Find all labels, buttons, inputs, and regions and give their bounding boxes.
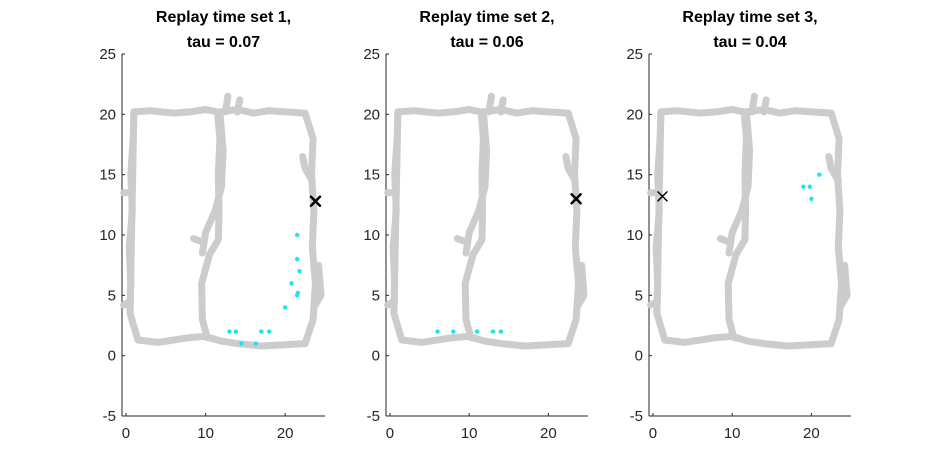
track-path [390, 108, 481, 346]
track-path [473, 106, 582, 350]
track-path [736, 106, 845, 350]
replay-point [435, 329, 440, 334]
track-path [299, 153, 316, 185]
track-path [485, 92, 495, 116]
track-path [198, 108, 227, 257]
chart-panel-2: Replay time set 2, tau = 0.06 -5 0 5 10 15 20 25… [363, 9, 588, 442]
y-tick-label: -5 [103, 408, 116, 425]
chart-title-line1: Replay time set 3, [682, 9, 817, 26]
chart-title-line2: tau = 0.04 [713, 34, 786, 51]
track-path [653, 108, 744, 346]
y-tick-label: 10 [99, 227, 116, 244]
y-tick-label: 0 [108, 348, 116, 365]
track-path [126, 108, 217, 346]
y-tick-label: 5 [108, 287, 116, 304]
replay-point [295, 290, 301, 296]
replay-point [227, 329, 232, 334]
track-path [497, 96, 507, 116]
chart-panel-3: Replay time set 3, tau = 0.04 -5 0 5 10 15 20 25… [626, 9, 851, 442]
y-tick-label: 25 [626, 46, 643, 63]
x-tick-label: 10 [724, 425, 741, 442]
y-tick-label: 15 [626, 167, 643, 184]
track-path [310, 261, 325, 311]
replay-point [801, 184, 806, 189]
replay-point [297, 269, 302, 274]
x-tick-label: 10 [461, 425, 478, 442]
track-path [716, 235, 731, 245]
y-tick-label: 10 [363, 227, 380, 244]
marker-stroke [570, 193, 582, 205]
y-tick-label: 25 [363, 46, 380, 63]
x-tick-label: 10 [197, 425, 214, 442]
track-path [461, 108, 487, 343]
y-tick-label: 15 [99, 167, 116, 184]
track-path [384, 297, 399, 309]
track-path [210, 106, 319, 350]
chart-title-line2: tau = 0.06 [450, 34, 523, 51]
y-tick-label: 20 [363, 106, 380, 123]
track-path [198, 108, 224, 343]
y-tick-label: 10 [626, 227, 643, 244]
position-marker [570, 193, 582, 205]
replay-point [451, 329, 456, 334]
track-path [190, 235, 204, 245]
track-path [573, 261, 588, 311]
replay-point [233, 329, 239, 334]
marker-stroke [657, 191, 668, 202]
track-path [836, 261, 851, 311]
replay-point [267, 329, 272, 334]
track-path [647, 297, 662, 309]
replay-point [809, 196, 814, 201]
chart-title-line2: tau = 0.07 [187, 34, 260, 51]
x-tick-label: 0 [386, 425, 394, 442]
replay-point [490, 329, 496, 334]
track-path [233, 96, 244, 116]
y-tick-label: -5 [630, 408, 643, 425]
chart-title-line1: Replay time set 2, [419, 9, 554, 26]
replay-point [282, 305, 288, 310]
chart-panel-1: Replay time set 1, tau = 0.07 -5 0 5 10 15 20 25… [99, 9, 325, 442]
replay-point [807, 184, 813, 189]
track-path [562, 153, 579, 185]
y-tick-label: 20 [99, 106, 116, 123]
replay-point [259, 329, 264, 334]
position-marker [309, 195, 322, 207]
chart-title-line1: Replay time set 1, [156, 9, 291, 26]
track-path [724, 108, 750, 343]
replay-point [474, 329, 480, 334]
y-tick-label: 25 [99, 46, 116, 63]
marker-stroke [309, 195, 322, 207]
replay-point [294, 256, 300, 262]
replay-point [294, 232, 300, 238]
track-path [453, 235, 468, 245]
replay-point [239, 341, 244, 346]
x-tick-label: 20 [277, 425, 294, 442]
y-tick-label: -5 [367, 408, 380, 425]
track-path [120, 297, 135, 309]
position-marker [657, 191, 668, 202]
y-tick-label: 0 [635, 348, 643, 365]
track-path [760, 96, 770, 116]
y-tick-label: 5 [372, 287, 380, 304]
y-tick-label: 15 [363, 167, 380, 184]
track-path [462, 108, 491, 257]
x-tick-label: 0 [649, 425, 657, 442]
y-tick-label: 5 [635, 287, 643, 304]
y-tick-label: 20 [626, 106, 643, 123]
track-path [222, 92, 232, 116]
replay-point [498, 329, 504, 334]
replay-point [253, 341, 258, 346]
y-tick-label: 0 [372, 348, 380, 365]
replay-point [817, 172, 822, 177]
x-tick-label: 20 [540, 425, 557, 442]
track-path [725, 108, 754, 257]
replay-point [289, 281, 294, 286]
track-path [825, 153, 842, 185]
track-path [748, 92, 758, 116]
x-tick-label: 0 [122, 425, 130, 442]
x-tick-label: 20 [803, 425, 820, 442]
